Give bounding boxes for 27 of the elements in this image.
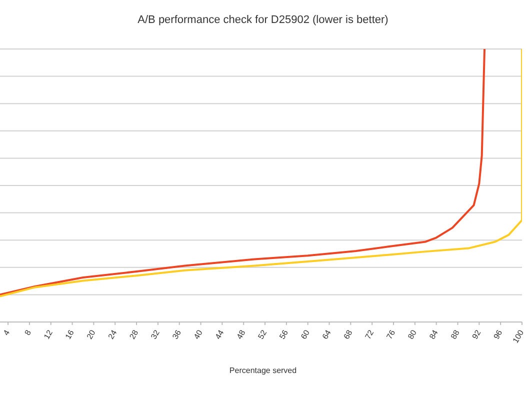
x-tick-label: 36 (170, 328, 184, 341)
x-tick-label: 80 (406, 328, 419, 341)
x-tick-label: 100 (511, 328, 526, 345)
chart-title: A/B performance check for D25902 (lower is better) (136, 14, 390, 26)
x-tick-label: 16 (64, 328, 76, 341)
x-tick-label: 44 (213, 328, 226, 341)
x-tick-label: 68 (342, 328, 355, 341)
x-tick-label: 60 (299, 328, 312, 341)
x-tick-label: 4 (2, 328, 12, 337)
x-axis-title: Percentage served (228, 366, 298, 375)
x-tick-label: 76 (384, 328, 398, 341)
x-tick-label: 48 (234, 328, 248, 341)
x-tick-label: 40 (192, 328, 205, 341)
x-tick-label: 8 (22, 328, 34, 337)
x-tick-label: 52 (256, 328, 269, 341)
x-tick-label: 28 (128, 328, 140, 341)
x-tick-label: 88 (449, 328, 462, 341)
x-tick-label: 32 (149, 328, 162, 341)
x-tick-label: 64 (320, 328, 334, 341)
x-tick-label: 20 (85, 328, 98, 341)
x-tick-label: 24 (106, 328, 119, 341)
x-tick-label: 56 (278, 328, 290, 341)
x-tick-label: 12 (42, 328, 55, 341)
x-tick-label: 92 (470, 328, 483, 341)
x-tick-label: 96 (492, 328, 504, 341)
x-tick-label: 84 (428, 328, 440, 341)
x-tick-label: 72 (363, 328, 376, 341)
